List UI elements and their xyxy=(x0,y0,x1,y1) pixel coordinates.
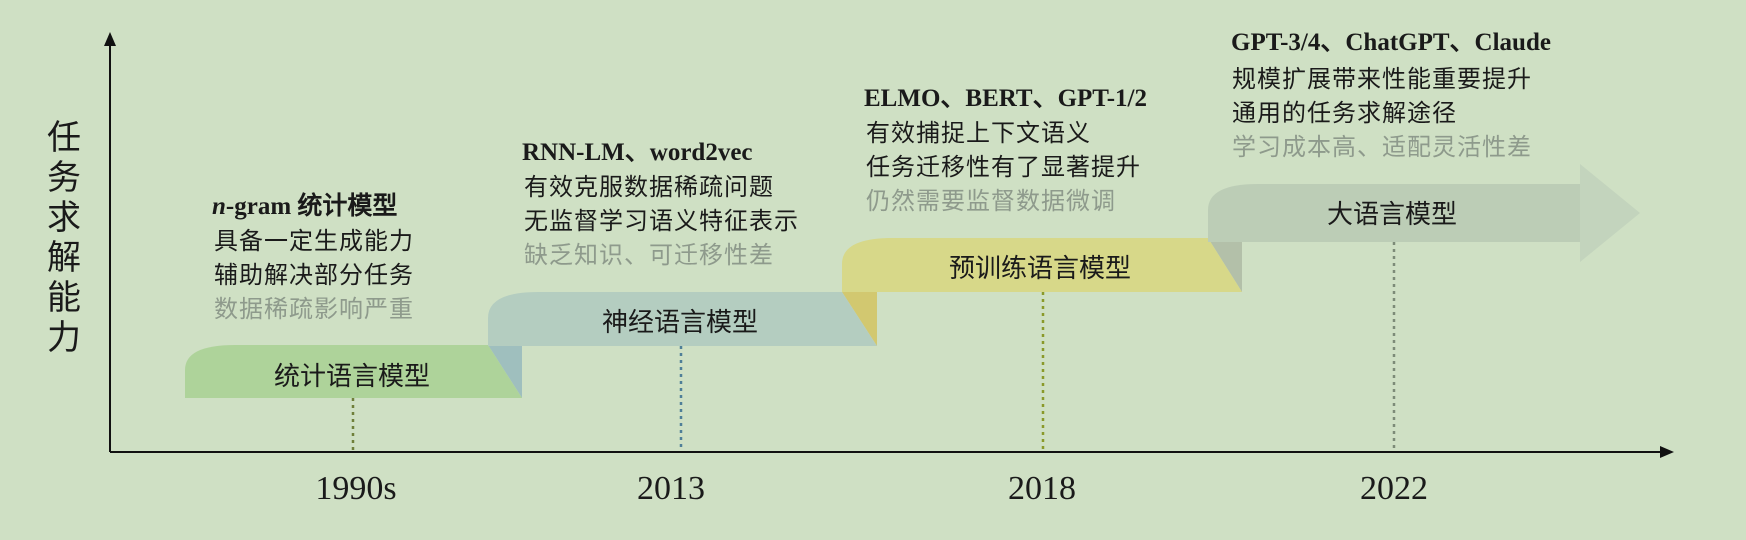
y-axis-arrow-icon xyxy=(104,32,116,46)
y-axis-label: 任 务 求 解 能 力 xyxy=(44,118,84,358)
stage-label: 大语言模型 xyxy=(1326,200,1458,230)
year-label: 2022 xyxy=(1360,470,1428,507)
stage-4-arrowhead xyxy=(1580,164,1640,262)
stage-label: 统计语言模型 xyxy=(273,362,431,392)
y-axis-label-char: 解 xyxy=(47,238,81,278)
stage-1-models: n-gram 统计模型 xyxy=(212,186,397,222)
advantage-line: 有效捕捉上下文语义 xyxy=(866,119,1091,147)
model-names: -gram 统计模型 xyxy=(225,193,398,220)
stage-2-description: 有效克服数据稀疏问题 无监督学习语义特征表示 缺乏知识、可迁移性差 xyxy=(524,170,799,272)
stage-2-band xyxy=(488,292,877,346)
stage-4-band xyxy=(1208,184,1582,242)
advantage-line: 有效克服数据稀疏问题 xyxy=(524,173,774,201)
limitation-line: 数据稀疏影响严重 xyxy=(214,295,414,323)
stage-4-models: GPT-3/4、ChatGPT、Claude xyxy=(1231,29,1551,56)
y-axis-label-char: 任 xyxy=(47,118,81,158)
stage-1-description: 具备一定生成能力 辅助解决部分任务 数据稀疏影响严重 xyxy=(214,224,414,326)
stage-label: 预训练语言模型 xyxy=(948,254,1132,284)
stage-2-models: RNN-LM、word2vec xyxy=(522,139,753,166)
y-axis-label-char: 力 xyxy=(47,318,81,358)
stage-3-description: 有效捕捉上下文语义 任务迁移性有了显著提升 仍然需要监督数据微调 xyxy=(866,116,1141,218)
advantage-line: 具备一定生成能力 xyxy=(214,227,414,255)
year-label: 2013 xyxy=(637,470,705,507)
y-axis-label-char: 能 xyxy=(47,278,81,318)
advantage-line: 通用的任务求解途径 xyxy=(1232,99,1457,127)
year-label: 1990s xyxy=(315,470,397,507)
y-axis-label-char: 求 xyxy=(47,198,81,238)
advantage-line: 规模扩展带来性能重要提升 xyxy=(1232,65,1532,93)
limitation-line: 缺乏知识、可迁移性差 xyxy=(524,241,774,269)
limitation-line: 学习成本高、适配灵活性差 xyxy=(1232,133,1532,161)
stage-3-models: ELMO、BERT、GPT-1/2 xyxy=(864,85,1147,112)
x-axis-arrow-icon xyxy=(1660,446,1674,458)
stage-4-description: 规模扩展带来性能重要提升 通用的任务求解途径 学习成本高、适配灵活性差 xyxy=(1232,62,1532,164)
y-axis-label-char: 务 xyxy=(47,158,81,198)
year-label: 2018 xyxy=(1008,470,1076,507)
advantage-line: 任务迁移性有了显著提升 xyxy=(866,153,1141,181)
stage-label: 神经语言模型 xyxy=(601,308,759,338)
stage-1-band xyxy=(185,345,522,398)
advantage-line: 辅助解决部分任务 xyxy=(214,261,414,289)
advantage-line: 无监督学习语义特征表示 xyxy=(524,207,799,235)
stage-3-band xyxy=(842,238,1242,292)
ngram-n: n xyxy=(212,193,226,220)
limitation-line: 仍然需要监督数据微调 xyxy=(866,187,1116,215)
